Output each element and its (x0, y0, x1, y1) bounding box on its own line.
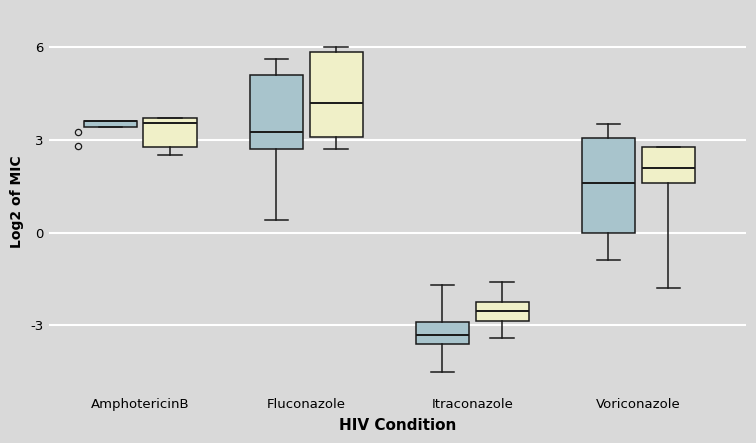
X-axis label: HIV Condition: HIV Condition (339, 418, 456, 433)
Bar (249, 75, 303, 149)
Bar (476, 302, 528, 321)
Bar (582, 138, 635, 233)
Bar (144, 118, 197, 148)
Bar (84, 121, 137, 127)
Bar (642, 148, 695, 183)
Bar (309, 51, 363, 136)
Y-axis label: Log2 of MIC: Log2 of MIC (10, 155, 23, 248)
Bar (416, 323, 469, 344)
